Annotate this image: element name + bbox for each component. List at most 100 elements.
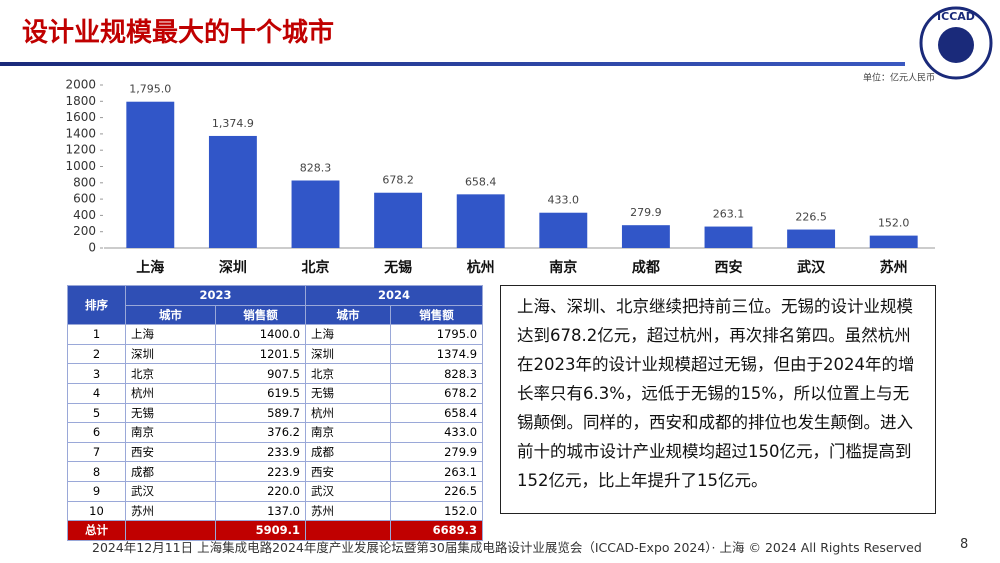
table-cell: 武汉 xyxy=(305,480,392,502)
table-cell: 3 xyxy=(67,363,126,384)
table-cell: 376.2 xyxy=(214,422,307,443)
y-tick-label: 1800 xyxy=(65,94,96,108)
header-cell: 城市 xyxy=(125,304,216,326)
table-row: 6 南京 376.2 南京 433.0 xyxy=(67,422,484,443)
value-label: 279.9 xyxy=(630,206,662,219)
table-cell: 杭州 xyxy=(305,402,392,424)
bar xyxy=(374,192,423,248)
table-cell: 152.0 xyxy=(390,500,484,522)
data-table: 排序 2023 2024 城市 销售额 城市 销售额 1 上海 1400.0 上海 1795.0 2 深圳… xyxy=(67,284,484,541)
table-row: 9 武汉 220.0 武汉 226.5 xyxy=(67,480,484,502)
total-cell xyxy=(125,520,216,541)
x-tick-label: 杭州 xyxy=(467,259,495,276)
bar xyxy=(208,135,257,248)
table-cell: 9 xyxy=(67,480,126,502)
y-tick-label: 1000 xyxy=(65,159,96,173)
table-cell: 828.3 xyxy=(390,363,484,384)
table-row: 8 成都 223.9 西安 263.1 xyxy=(67,461,484,482)
header-row: 城市 销售额 城市 销售额 xyxy=(68,304,484,326)
bar xyxy=(869,235,918,248)
header-cell: 2024 xyxy=(305,285,484,306)
bar xyxy=(291,180,340,248)
table-cell: 2 xyxy=(67,343,126,365)
table-cell: 279.9 xyxy=(390,441,484,463)
table-cell: 北京 xyxy=(305,363,392,384)
table-cell: 263.1 xyxy=(390,461,484,482)
table-cell: 深圳 xyxy=(125,343,216,365)
title-rule xyxy=(0,62,905,66)
table-row: 10 苏州 137.0 苏州 152.0 xyxy=(67,500,484,522)
value-label: 226.5 xyxy=(795,211,827,224)
header-cell: 销售额 xyxy=(214,304,307,326)
y-tick-label: 1200 xyxy=(65,143,96,157)
header-cell: 排序 xyxy=(67,284,126,326)
table-cell: 南京 xyxy=(125,422,216,443)
logo-core xyxy=(938,27,974,63)
page-number: 8 xyxy=(960,537,969,552)
table-cell: 成都 xyxy=(125,461,216,482)
table-cell: 1795.0 xyxy=(390,324,484,345)
table-cell: 7 xyxy=(67,441,126,463)
y-tick-label: 400 xyxy=(73,208,96,222)
table-cell: 619.5 xyxy=(214,382,307,404)
y-tick-label: 200 xyxy=(73,224,96,238)
table-row: 1 上海 1400.0 上海 1795.0 xyxy=(67,324,484,345)
table-cell: 4 xyxy=(67,382,126,404)
header-cell: 城市 xyxy=(305,304,392,326)
footer: 2024年12月11日 上海集成电路2024年度产业发展论坛暨第30届集成电路设… xyxy=(92,540,922,555)
table-cell: 北京 xyxy=(125,363,216,384)
table-cell: 233.9 xyxy=(214,441,307,463)
table-row: 5 无锡 589.7 杭州 658.4 xyxy=(67,402,484,424)
value-label: 433.0 xyxy=(548,194,580,207)
commentary: 上海、深圳、北京继续把持前三位。无锡的设计业规模达到678.2亿元，超过杭州，再… xyxy=(500,285,936,514)
x-tick-label: 西安 xyxy=(715,259,743,276)
table-cell: 1374.9 xyxy=(390,343,484,365)
x-tick-label: 苏州 xyxy=(880,259,908,276)
table-cell: 6 xyxy=(67,422,126,443)
table-cell: 678.2 xyxy=(390,382,484,404)
table-cell: 杭州 xyxy=(125,382,216,404)
table-cell: 223.9 xyxy=(214,461,307,482)
total-cell: 5909.1 xyxy=(214,520,307,541)
table-cell: 907.5 xyxy=(214,363,307,384)
slide-title: 设计业规模最大的十个城市 xyxy=(22,18,335,48)
x-tick-label: 武汉 xyxy=(797,259,826,276)
logo-text: ICCAD xyxy=(937,10,975,23)
table-cell: 589.7 xyxy=(214,402,307,424)
table-cell: 433.0 xyxy=(390,422,484,443)
table-cell: 西安 xyxy=(125,441,216,463)
table-cell: 1 xyxy=(67,324,126,345)
bar xyxy=(787,229,836,248)
total-cell: 总计 xyxy=(67,520,126,541)
table-cell: 无锡 xyxy=(305,382,392,404)
value-label: 658.4 xyxy=(465,175,497,188)
y-tick-label: 800 xyxy=(73,175,96,189)
x-tick-label: 上海 xyxy=(136,259,164,276)
table-row: 7 西安 233.9 成都 279.9 xyxy=(67,441,484,463)
value-label: 828.3 xyxy=(300,161,332,174)
table-cell: 10 xyxy=(67,500,126,522)
logo: ICCAD xyxy=(919,6,993,80)
header-cell: 2023 xyxy=(124,285,307,306)
y-tick-label: 1600 xyxy=(65,110,96,124)
header-cell: 销售额 xyxy=(390,304,484,326)
y-tick-label: 1400 xyxy=(65,126,96,140)
table-cell: 137.0 xyxy=(214,500,307,522)
table-cell: 苏州 xyxy=(305,500,392,522)
table-cell: 8 xyxy=(67,461,126,482)
table-cell: 5 xyxy=(67,402,126,424)
value-label: 152.0 xyxy=(878,217,910,230)
bar xyxy=(539,212,588,248)
y-tick-label: 2000 xyxy=(65,78,96,92)
y-tick-label: 0 xyxy=(88,241,96,255)
value-label: 678.2 xyxy=(382,174,414,187)
table-cell: 武汉 xyxy=(125,480,216,502)
table-cell: 南京 xyxy=(305,422,392,443)
bar xyxy=(126,101,175,249)
table-cell: 658.4 xyxy=(390,402,484,424)
table-cell: 1400.0 xyxy=(214,324,307,345)
chart: 单位：亿元人民币 0 200 400 600 800 1000 1200 1400 1600 18… xyxy=(65,72,935,276)
total-cell xyxy=(305,520,392,541)
table-cell: 上海 xyxy=(305,324,392,345)
